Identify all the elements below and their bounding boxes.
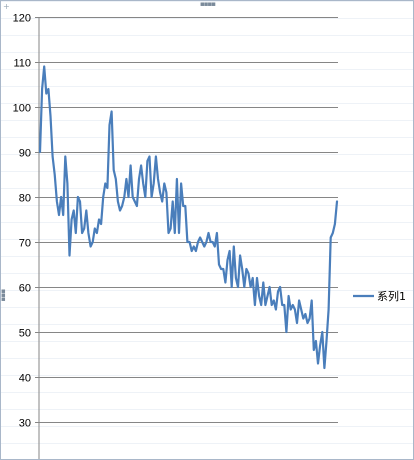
y-tick-label-120: 120 <box>13 13 31 25</box>
resize-handle-left-icon[interactable]: ▪ ▪ ▪ <box>1 287 6 303</box>
resize-handle-corner-icon[interactable]: + <box>3 2 10 11</box>
y-tick-label-70: 70 <box>19 238 31 250</box>
legend-series-label: 系列1 <box>377 289 406 303</box>
series-line <box>38 65 339 370</box>
y-tick-label-30: 30 <box>19 418 31 430</box>
resize-handle-top-icon[interactable]: ▪▪▪▪ <box>200 0 216 8</box>
y-tick-label-40: 40 <box>19 373 31 385</box>
y-tick-label-110: 110 <box>13 58 31 70</box>
y-tick-label-90: 90 <box>19 148 31 160</box>
y-tick-label-60: 60 <box>19 283 31 295</box>
y-tick-label-80: 80 <box>19 193 31 205</box>
y-tick-label-100: 100 <box>13 103 31 115</box>
legend: 系列1 <box>353 289 406 303</box>
y-tick-label-50: 50 <box>19 328 31 340</box>
gridlines <box>39 17 338 423</box>
y-axis-ticks: 120 110 100 90 80 70 60 50 40 30 <box>13 13 39 430</box>
